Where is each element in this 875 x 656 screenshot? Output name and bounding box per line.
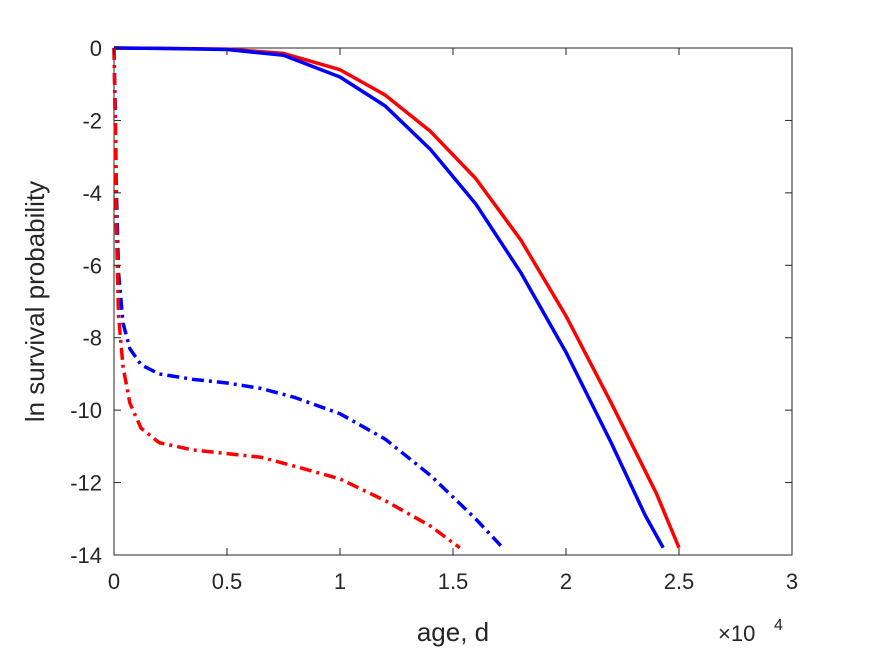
x-multiplier-base: ×10 <box>718 621 755 646</box>
axes-box <box>113 47 793 556</box>
x-tick-label: 1.5 <box>438 569 469 594</box>
x-tick-label: 2.5 <box>664 569 695 594</box>
x-axis-label: age, d <box>417 617 489 647</box>
y-tick-label: -10 <box>70 398 102 423</box>
y-tick-label: -6 <box>82 253 102 278</box>
y-tick-label: -4 <box>82 181 102 206</box>
x-axis-multiplier: ×10 4 <box>718 617 783 646</box>
x-axis-ticks: 0 0.5 1 1.5 2 2.5 3 <box>108 48 798 594</box>
y-tick-label: -2 <box>82 108 102 133</box>
y-axis-label: ln survival probability <box>20 181 50 422</box>
x-tick-label: 0.5 <box>212 569 243 594</box>
y-tick-label: -12 <box>70 471 102 496</box>
y-axis-ticks: 0 -2 -4 -6 -8 -10 -12 -14 <box>70 36 792 568</box>
x-tick-label: 0 <box>108 569 120 594</box>
plot-area: 0 0.5 1 1.5 2 2.5 3 0 -2 -4 -6 -8 -10 -12 -14 <box>70 36 798 594</box>
x-multiplier-exponent: 4 <box>774 617 783 634</box>
series-line-3 <box>112 47 504 549</box>
x-tick-label: 3 <box>786 569 798 594</box>
x-tick-label: 2 <box>560 569 572 594</box>
y-tick-label: -8 <box>82 326 102 351</box>
y-tick-label: -14 <box>70 543 102 568</box>
y-tick-label: 0 <box>90 36 102 61</box>
x-tick-label: 1 <box>334 569 346 594</box>
